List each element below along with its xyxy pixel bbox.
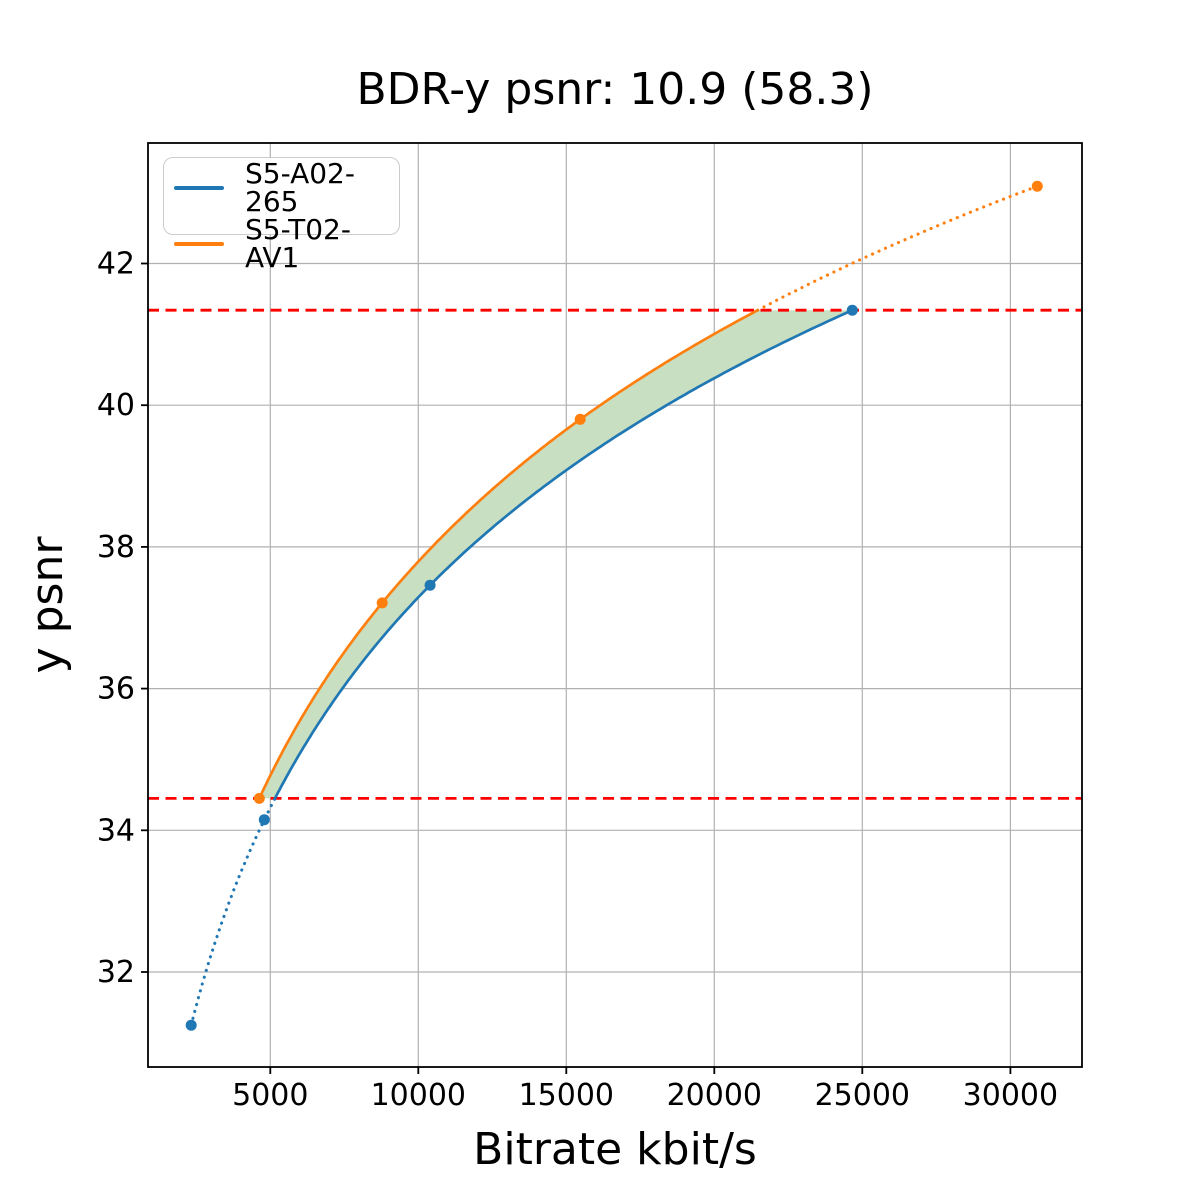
series-0-marker	[846, 304, 858, 316]
plot-border	[147, 142, 1083, 1068]
series-s5-a02-265-solid	[273, 308, 853, 800]
series-1-marker	[574, 413, 586, 425]
legend-label: S5-T02-AV1	[245, 213, 351, 274]
series-0-marker	[185, 1019, 197, 1031]
x-tick-label: 30000	[963, 1078, 1058, 1113]
x-axis-label: Bitrate kbit/s	[473, 1124, 757, 1175]
series-0-marker	[258, 814, 270, 826]
legend-line-swatch-orange	[174, 242, 224, 246]
series-s5-t02-av1-dotted	[756, 184, 1039, 312]
series-s5-a02-265-dotted	[189, 796, 277, 1027]
y-tick-label: 36	[97, 672, 135, 707]
x-tick-label: 15000	[519, 1078, 614, 1113]
x-tick-label: 10000	[371, 1078, 466, 1113]
x-tick-label: 20000	[667, 1078, 762, 1113]
legend-item: S5-T02-AV1	[164, 216, 399, 272]
series-1-marker	[253, 792, 265, 804]
series-s5-t02-av1-solid	[258, 308, 759, 799]
series-1-marker	[376, 597, 388, 609]
chart-title: BDR-y psnr: 10.9 (58.3)	[356, 64, 874, 115]
y-tick-label: 34	[97, 813, 135, 848]
y-tick-label: 42	[97, 247, 135, 282]
legend-line-swatch-blue	[174, 186, 224, 190]
series-0-marker	[424, 579, 436, 591]
gridlines	[148, 143, 1082, 1067]
x-tick-label: 5000	[232, 1078, 308, 1113]
legend-label: S5-A02-265	[245, 157, 355, 218]
series-1-marker	[1031, 180, 1043, 192]
bd-shaded-region	[259, 310, 853, 799]
legend-item: S5-A02-265	[164, 160, 399, 216]
y-tick-label: 38	[97, 530, 135, 565]
y-axis-label: y psnr	[22, 536, 73, 674]
legend: S5-A02-265 S5-T02-AV1	[163, 157, 400, 272]
y-tick-label: 32	[97, 955, 135, 990]
x-tick-label: 25000	[815, 1078, 910, 1113]
y-tick-label: 40	[97, 388, 135, 423]
